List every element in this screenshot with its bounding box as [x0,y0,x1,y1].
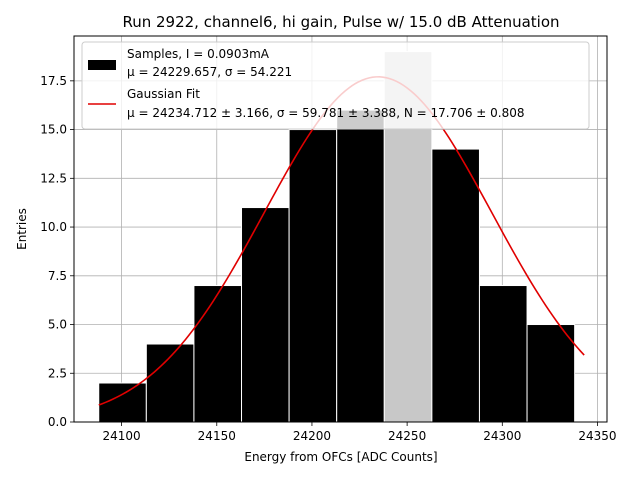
legend: Samples, I = 0.0903mA μ = 24229.657, σ =… [81,41,590,130]
legend-fit-line2: μ = 24234.712 ± 3.166, σ = 59.781 ± 3.38… [127,106,525,120]
y-axis-ticks: 0.0 2.5 5.0 7.5 10.0 12.5 15.0 17.5 [40,74,74,429]
histogram-bar [478,285,528,423]
histogram-bar [431,148,480,423]
legend-samples-swatch [88,60,116,70]
chart-title: Run 2922, channel6, hi gain, Pulse w/ 15… [122,13,559,31]
histogram-bar [526,324,576,423]
x-axis-ticks: 24100 24150 24200 24250 24300 24350 [102,422,617,443]
y-tick-label: 0.0 [48,415,67,429]
y-tick-label: 2.5 [48,366,67,380]
histogram-bar [336,109,385,423]
y-tick-label: 15.0 [40,123,67,137]
x-axis-label: Energy from OFCs [ADC Counts] [244,450,437,464]
x-tick-label: 24150 [198,429,236,443]
x-tick-label: 24100 [102,429,140,443]
y-axis-label: Entries [15,208,29,250]
y-tick-label: 17.5 [40,74,67,88]
histogram-bar [145,343,195,423]
legend-samples-line1: Samples, I = 0.0903mA [127,47,270,61]
y-tick-label: 12.5 [40,171,67,185]
legend-box [81,41,590,130]
x-tick-label: 24350 [578,429,616,443]
legend-samples-line2: μ = 24229.657, σ = 54.221 [127,65,292,79]
y-tick-label: 5.0 [48,318,67,332]
histogram-bar [288,129,338,423]
y-tick-label: 10.0 [40,220,67,234]
x-tick-label: 24250 [388,429,426,443]
x-tick-label: 24300 [483,429,521,443]
plot-frame [73,35,608,423]
y-tick-label: 7.5 [48,269,67,283]
legend-fit-line1: Gaussian Fit [127,87,200,101]
x-tick-label: 24200 [293,429,331,443]
histogram-bar [193,285,243,423]
